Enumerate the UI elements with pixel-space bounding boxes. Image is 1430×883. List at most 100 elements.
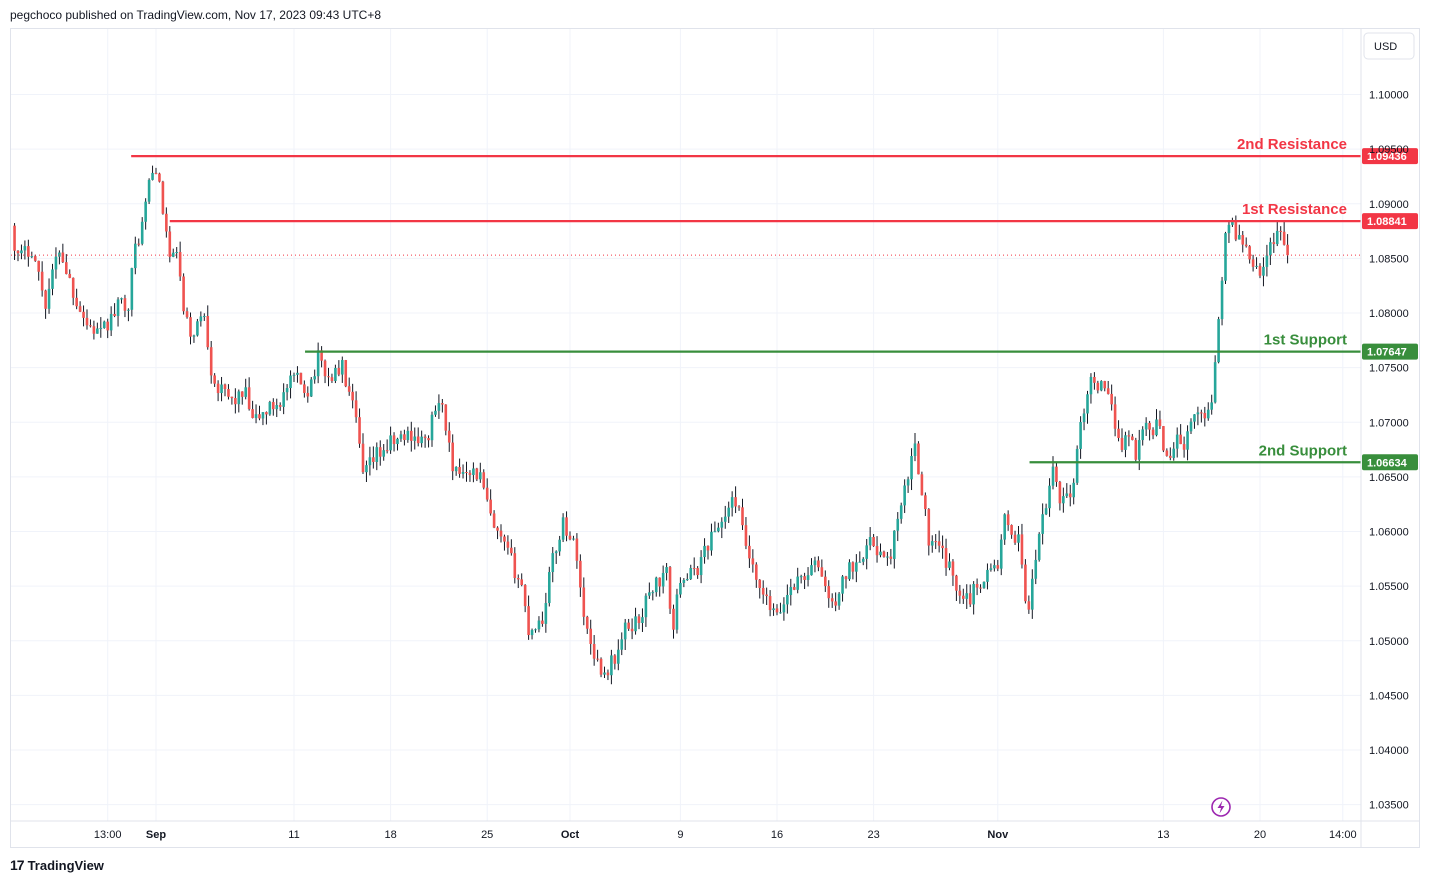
candle-down bbox=[165, 213, 168, 232]
candle-up bbox=[779, 612, 782, 614]
candle-up bbox=[434, 410, 437, 415]
candle-down bbox=[775, 608, 779, 613]
candle-down bbox=[61, 252, 65, 263]
candle-down bbox=[1258, 265, 1262, 276]
candle-down bbox=[410, 430, 413, 441]
candle-up bbox=[1206, 409, 1210, 419]
candle-up bbox=[296, 372, 299, 375]
candle-down bbox=[1013, 534, 1017, 543]
candle-down bbox=[503, 536, 506, 542]
candle-down bbox=[1162, 426, 1165, 451]
candle-up bbox=[1265, 255, 1269, 267]
chart-frame: 2nd Resistance 1.09436 1st Resistance 1.088… bbox=[10, 28, 1420, 848]
candle-up bbox=[648, 592, 651, 596]
candle-down bbox=[1241, 235, 1245, 245]
candle-up bbox=[368, 457, 372, 466]
candle-up bbox=[703, 545, 706, 558]
lightning-icon[interactable] bbox=[1211, 797, 1231, 817]
candle-up bbox=[1224, 233, 1227, 281]
price-tick-label: 1.05500 bbox=[1369, 581, 1409, 593]
candle-up bbox=[1220, 280, 1224, 320]
candle-up bbox=[893, 530, 896, 559]
candle-down bbox=[751, 558, 755, 565]
candle-down bbox=[889, 556, 893, 559]
time-axis[interactable]: 13:00 Sep 11 18 25 Oct 9 16 23 Nov 13 20 14:00 bbox=[94, 829, 1357, 841]
candle-down bbox=[962, 595, 965, 599]
candle-up bbox=[1196, 412, 1200, 415]
candle-down bbox=[851, 562, 855, 572]
candle-up bbox=[289, 375, 292, 389]
candle-up bbox=[472, 468, 475, 476]
candle-down bbox=[755, 564, 758, 580]
candle-up bbox=[1193, 414, 1196, 422]
candle-down bbox=[506, 541, 510, 548]
candle-down bbox=[65, 262, 68, 274]
price-chart[interactable]: 2nd Resistance 1.09436 1st Resistance 1.088… bbox=[11, 29, 1419, 847]
candle-down bbox=[1248, 246, 1251, 260]
price-tick-label: 1.04500 bbox=[1369, 690, 1409, 702]
candle-up bbox=[554, 551, 558, 554]
candle-down bbox=[27, 246, 30, 257]
price-tick-label: 1.10000 bbox=[1369, 90, 1409, 102]
candle-up bbox=[203, 316, 206, 318]
tradingview-logo[interactable]: 17 TradingView bbox=[10, 857, 104, 873]
candle-down bbox=[185, 311, 189, 318]
candle-up bbox=[134, 243, 137, 269]
candle-up bbox=[782, 604, 786, 613]
support-resistance-levels: 2nd Resistance 1.09436 1st Resistance 1.088… bbox=[11, 136, 1418, 471]
candle-up bbox=[175, 251, 178, 253]
candle-down bbox=[1282, 231, 1286, 245]
candle-up bbox=[365, 465, 368, 473]
candle-down bbox=[582, 587, 586, 617]
currency-button[interactable]: USD bbox=[1363, 32, 1415, 60]
candle-down bbox=[1117, 428, 1120, 438]
candle-down bbox=[489, 499, 492, 514]
candle-down bbox=[1182, 444, 1186, 450]
candle-down bbox=[423, 436, 427, 439]
candles bbox=[13, 165, 1289, 685]
level-price-label: 1.08841 bbox=[1367, 216, 1407, 228]
candle-up bbox=[1017, 534, 1020, 543]
candle-up bbox=[1124, 435, 1127, 450]
candle-up bbox=[786, 594, 789, 605]
candle-down bbox=[592, 643, 596, 659]
candle-down bbox=[361, 443, 365, 473]
candle-down bbox=[106, 321, 109, 331]
candle-down bbox=[872, 537, 875, 547]
candle-up bbox=[1144, 422, 1148, 430]
candle-down bbox=[496, 527, 499, 531]
candle-down bbox=[955, 575, 958, 591]
candle-down bbox=[1169, 455, 1172, 458]
candle-down bbox=[606, 672, 610, 676]
candle-up bbox=[899, 505, 903, 519]
candle-down bbox=[92, 326, 96, 334]
candle-up bbox=[1269, 242, 1272, 256]
candle-up bbox=[316, 350, 320, 377]
candle-down bbox=[385, 450, 389, 452]
candle-up bbox=[723, 516, 727, 522]
candle-up bbox=[617, 649, 620, 664]
price-axis[interactable]: 1.10000 1.09500 1.09000 1.08500 1.08000 1.075… bbox=[1369, 90, 1409, 812]
candle-up bbox=[641, 617, 644, 624]
price-tick-label: 1.08000 bbox=[1369, 308, 1409, 320]
candle-up bbox=[102, 321, 106, 328]
candle-down bbox=[737, 506, 741, 508]
candle-down bbox=[347, 386, 351, 392]
candle-up bbox=[1172, 448, 1176, 458]
candle-down bbox=[1010, 525, 1013, 535]
candle-up bbox=[268, 402, 272, 415]
candle-down bbox=[323, 360, 327, 377]
candle-up bbox=[906, 479, 910, 486]
candle-down bbox=[744, 525, 748, 546]
candle-up bbox=[54, 256, 58, 270]
candle-up bbox=[58, 252, 61, 257]
candle-up bbox=[1217, 319, 1220, 363]
candle-down bbox=[189, 317, 192, 337]
candle-down bbox=[1093, 376, 1096, 383]
grid-lines bbox=[11, 29, 1361, 821]
candle-up bbox=[999, 539, 1003, 569]
candle-down bbox=[1244, 244, 1248, 247]
candle-down bbox=[944, 548, 948, 568]
level-price-tag bbox=[1362, 148, 1418, 165]
candle-up bbox=[120, 298, 123, 300]
